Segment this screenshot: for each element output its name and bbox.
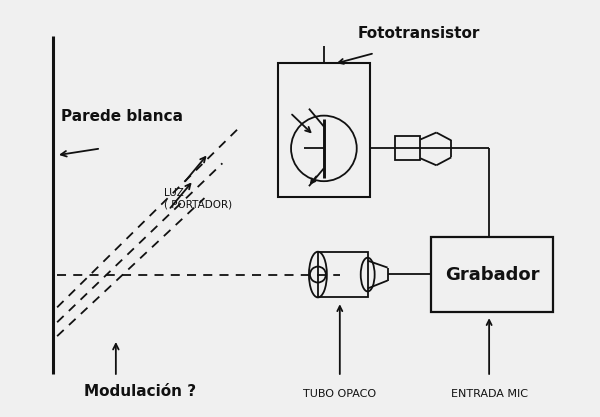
Text: TUBO OPACO: TUBO OPACO xyxy=(303,389,376,399)
Text: Modulación ?: Modulación ? xyxy=(84,384,196,399)
Bar xyxy=(318,252,368,297)
Text: Parede blanca: Parede blanca xyxy=(61,109,183,124)
Bar xyxy=(278,63,370,197)
Bar xyxy=(431,237,553,312)
Text: LUZ
( PORTADOR): LUZ ( PORTADOR) xyxy=(164,188,232,210)
Text: ENTRADA MIC: ENTRADA MIC xyxy=(451,389,527,399)
Text: Grabador: Grabador xyxy=(445,266,539,284)
Text: Fototransistor: Fototransistor xyxy=(358,26,480,41)
Bar xyxy=(395,136,421,160)
